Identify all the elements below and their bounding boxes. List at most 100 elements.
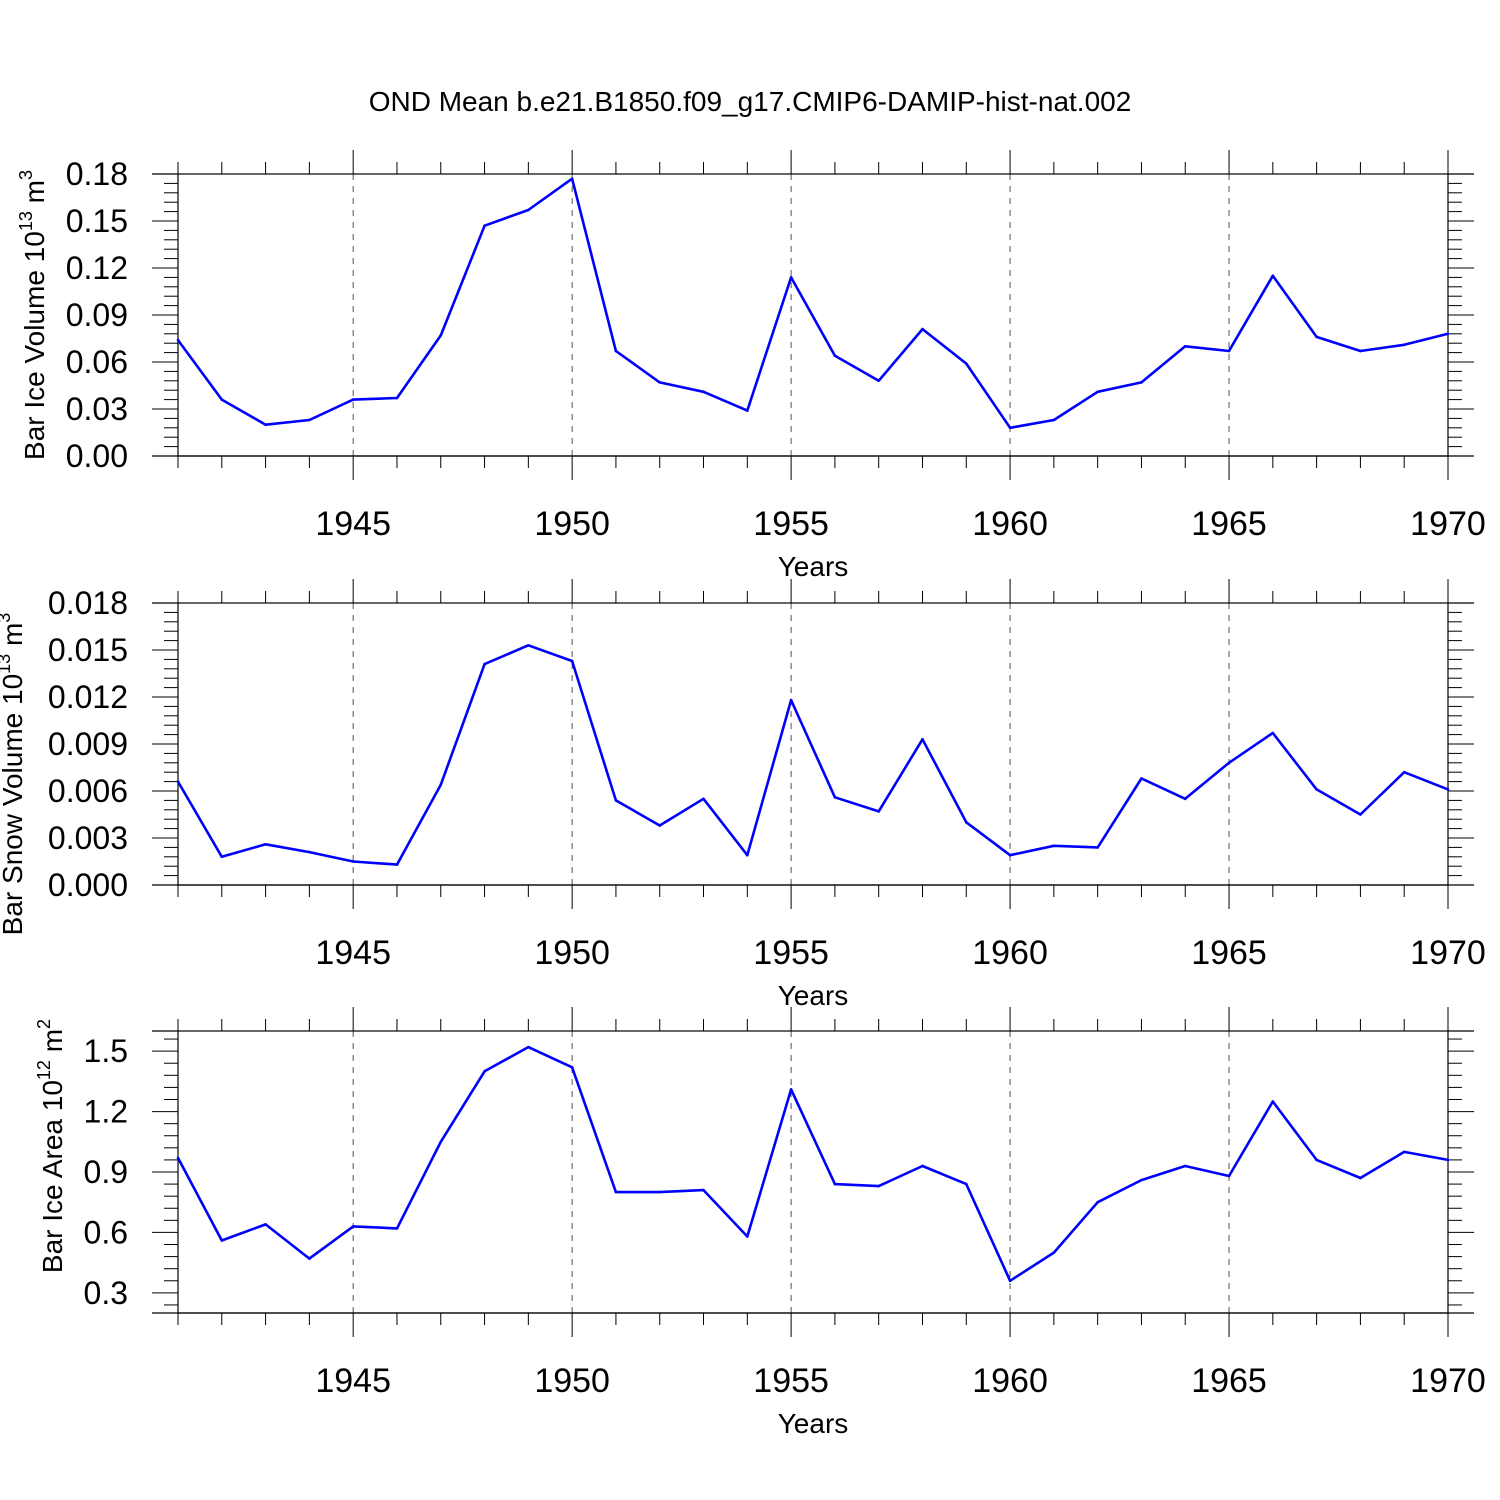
data-point (395, 1227, 399, 1230)
data-point (527, 208, 530, 212)
x-tick-label: 1970 (1410, 1362, 1486, 1400)
x-tick-label: 1950 (534, 505, 610, 543)
data-point (921, 327, 924, 331)
y-tick-label: 0.12 (66, 250, 128, 286)
data-point (351, 398, 355, 401)
data-point (746, 853, 749, 857)
data-point (1008, 1279, 1012, 1283)
data-point (877, 810, 880, 813)
data-point (1315, 1158, 1318, 1162)
data-point (439, 783, 443, 787)
data-point (702, 1188, 705, 1192)
data-point (877, 379, 880, 383)
data-point (264, 1223, 267, 1226)
x-tick-label: 1950 (534, 934, 610, 972)
y-tick-label: 0.18 (66, 156, 128, 192)
data-point (833, 1182, 837, 1186)
y-tick-label: 0.6 (84, 1214, 128, 1250)
data-point (483, 1069, 486, 1073)
data-point (921, 738, 924, 741)
x-tick-label: 1945 (315, 505, 391, 543)
data-point (176, 780, 180, 783)
y-tick-label: 0.003 (48, 820, 128, 856)
x-tick-label: 1955 (753, 505, 829, 543)
data-point (1402, 770, 1406, 774)
data-point (1271, 731, 1275, 735)
data-point (351, 1225, 355, 1228)
data-point (264, 842, 267, 846)
data-point (702, 797, 705, 801)
y-tick-label: 0.9 (84, 1154, 128, 1190)
data-point (1402, 1150, 1406, 1154)
data-point (220, 398, 224, 401)
data-point (789, 276, 793, 279)
data-point (439, 1140, 443, 1144)
y-tick-label: 0.03 (66, 391, 128, 427)
data-point (746, 409, 749, 412)
data-point (527, 1045, 530, 1049)
y-tick-label: 0.015 (48, 632, 128, 668)
data-point (570, 1065, 574, 1069)
data-point (1446, 788, 1450, 791)
x-axis-title: Years (778, 551, 849, 582)
data-point (1271, 1100, 1275, 1103)
data-point (527, 644, 530, 647)
data-point (1183, 1164, 1187, 1168)
data-point (570, 659, 574, 663)
data-point (964, 362, 968, 365)
data-point (1008, 853, 1012, 857)
data-point (351, 860, 355, 863)
y-tick-label: 0.09 (66, 297, 128, 333)
data-point (1446, 1158, 1450, 1162)
x-tick-label: 1955 (753, 934, 829, 972)
data-point (614, 349, 618, 353)
y-tick-label: 1.2 (84, 1094, 128, 1130)
data-point (264, 423, 267, 426)
data-point (1315, 788, 1318, 791)
y-axis-title-exp: 13 (0, 654, 14, 674)
data-point (964, 1182, 968, 1186)
y-tick-label: 0.000 (48, 867, 128, 903)
data-point (220, 855, 224, 859)
data-point (1227, 349, 1231, 353)
y-tick-label: 0.006 (48, 773, 128, 809)
x-tick-label: 1970 (1410, 934, 1486, 972)
data-point (1052, 418, 1056, 422)
series-line (176, 177, 1449, 430)
y-axis-title-unit-exp: 3 (0, 613, 14, 623)
y-tick-label: 0.3 (84, 1275, 128, 1311)
y-axis-title-exp: 13 (16, 211, 36, 231)
data-point (1008, 426, 1012, 430)
y-tick-label: 0.06 (66, 344, 128, 380)
data-point (1315, 335, 1318, 339)
data-point (176, 338, 180, 342)
data-point (1359, 349, 1362, 353)
data-point (658, 381, 662, 384)
y-axis-title: Bar Snow Volume 1013 m3 (0, 613, 28, 936)
y-axis-title-unit: m (37, 1029, 68, 1060)
chart-title: OND Mean b.e21.B1850.f09_g17.CMIP6-DAMIP… (369, 86, 1132, 117)
data-point (789, 698, 793, 702)
data-point (395, 396, 399, 400)
x-axis-title: Years (778, 1408, 849, 1439)
data-point (658, 1190, 662, 1194)
y-axis-title-main: Bar Ice Area 10 (37, 1080, 68, 1273)
y-axis-title-main: Bar Ice Volume 10 (19, 231, 50, 460)
x-tick-label: 1945 (315, 1362, 391, 1400)
data-point (658, 824, 662, 827)
data-point (176, 1156, 180, 1160)
y-axis-title-exp: 12 (34, 1060, 54, 1080)
y-axis-title-unit: m (19, 180, 50, 211)
x-tick-label: 1970 (1410, 505, 1486, 543)
series-line (176, 643, 1449, 866)
data-point (570, 177, 574, 180)
x-tick-label: 1950 (534, 1362, 610, 1400)
x-tick-label: 1960 (972, 505, 1048, 543)
y-tick-label: 0.15 (66, 203, 128, 239)
x-tick-label: 1965 (1191, 505, 1267, 543)
data-point (308, 850, 311, 854)
data-point (614, 799, 618, 802)
data-point (1096, 1200, 1099, 1204)
data-point (702, 390, 705, 394)
y-axis-title: Bar Ice Volume 1013 m3 (16, 170, 50, 460)
